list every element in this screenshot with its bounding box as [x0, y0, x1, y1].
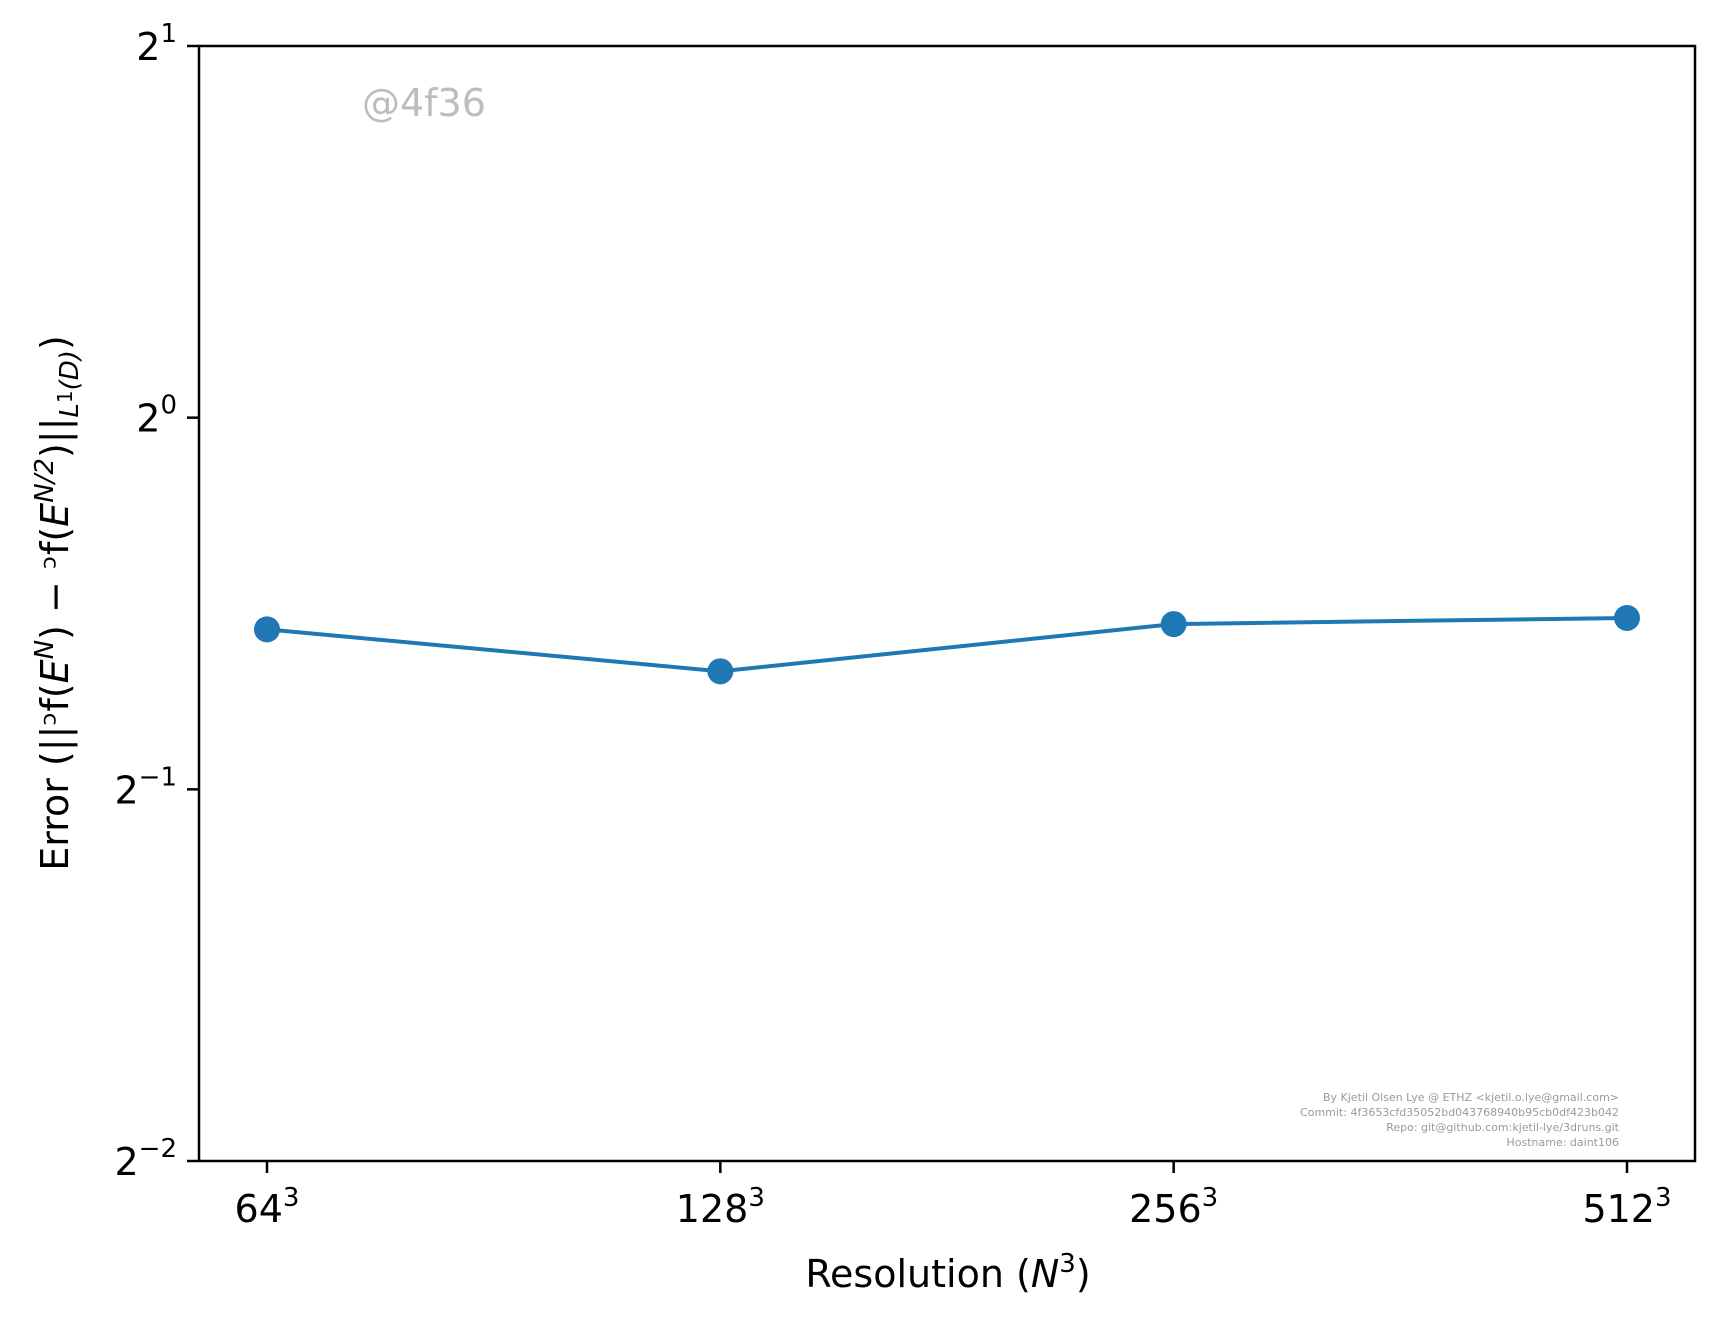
data-point [1160, 611, 1187, 638]
y-tick-label: 2−1 [114, 762, 177, 812]
data-point [254, 616, 280, 643]
y-axis-label: Error (||ᵓf(EN) − ᵓf(EN/2)||L1(D)) [30, 335, 85, 871]
credits-line-1: By Kjetil Olsen Lye @ ETHZ <kjetil.o.lye… [1323, 1091, 1619, 1104]
plot-frame [197, 44, 1697, 1163]
y-tick-label: 2−2 [114, 1134, 177, 1184]
data-point [1614, 604, 1640, 631]
x-axis-ticks: 643 1283 2563 5123 [235, 1161, 1672, 1231]
credits-line-3: Repo: git@github.com:kjetil-lye/3druns.g… [1386, 1121, 1619, 1134]
y-tick-label: 20 [136, 391, 177, 441]
x-tick-label: 5123 [1582, 1183, 1671, 1231]
x-tick-label: 1283 [676, 1183, 765, 1231]
x-axis-label: Resolution (N3) [805, 1249, 1090, 1296]
data-point [707, 658, 734, 685]
series-layer [254, 604, 1640, 685]
credits-line-2: Commit: 4f3653cfd35052bd043768940b95cb0d… [1300, 1106, 1619, 1119]
credits-line-4: Hostname: daint106 [1506, 1136, 1619, 1149]
series-line [266, 615, 1628, 674]
watermark-text: @4f36 [362, 81, 486, 125]
x-tick-label: 643 [235, 1183, 300, 1231]
x-tick-label: 2563 [1129, 1183, 1218, 1231]
y-axis-ticks: 2−2 2−1 20 21 [114, 19, 199, 1184]
y-tick-label: 21 [136, 19, 177, 69]
